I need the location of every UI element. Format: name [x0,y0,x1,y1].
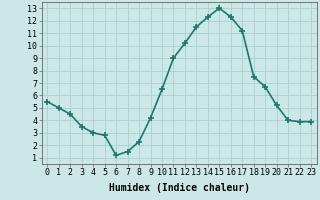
X-axis label: Humidex (Indice chaleur): Humidex (Indice chaleur) [109,183,250,193]
